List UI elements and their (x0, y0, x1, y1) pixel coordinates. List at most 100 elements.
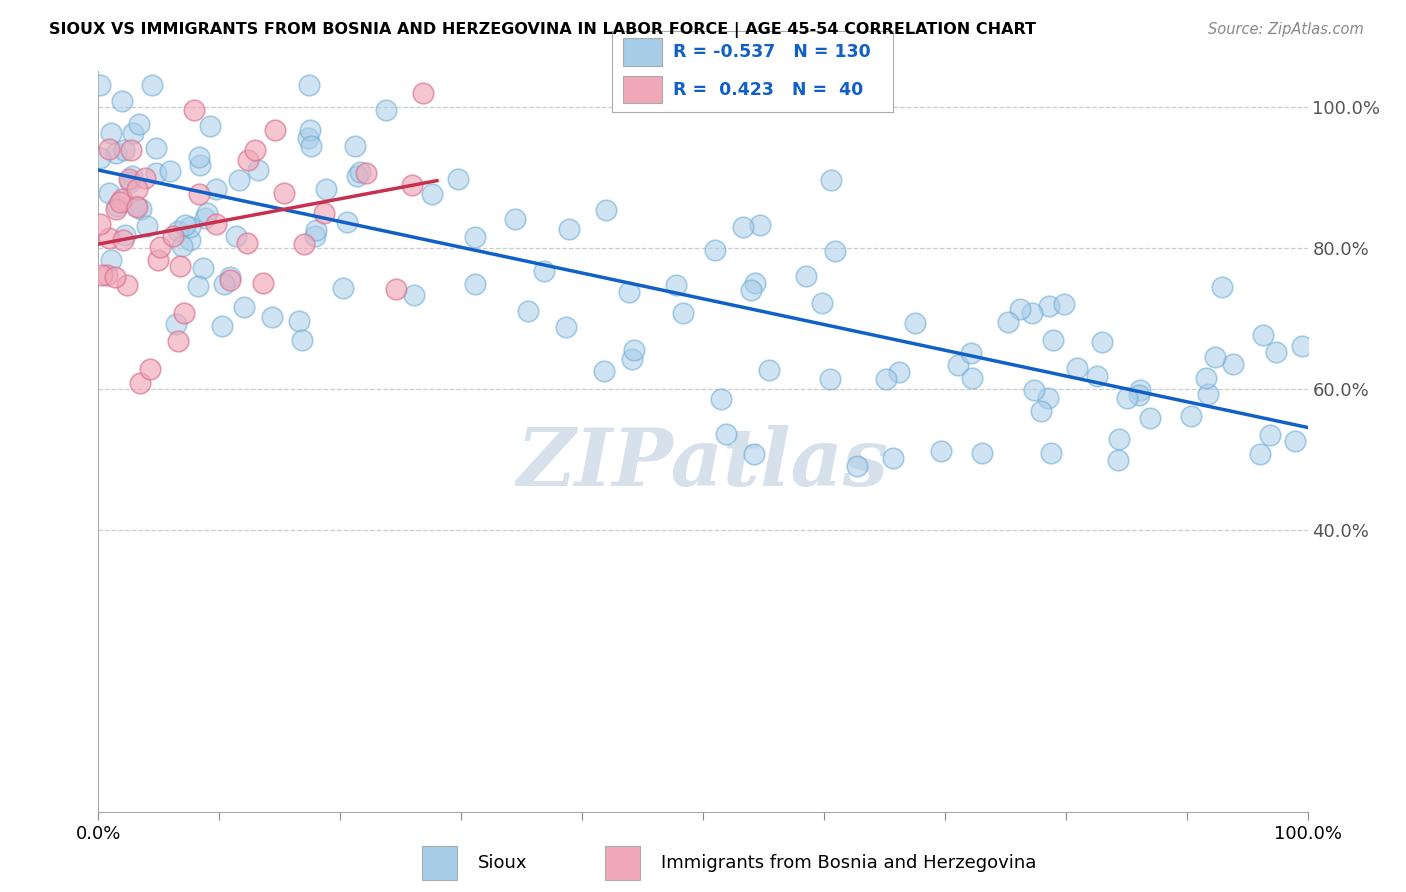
Point (121, 169, 143, 183)
Point (188, 187, 211, 202)
Text: R = -0.537   N = 130: R = -0.537 N = 130 (673, 43, 872, 61)
Point (173, 306, 195, 320)
Point (172, 239, 194, 253)
Point (179, 233, 201, 247)
Point (114, 228, 136, 243)
Point (167, 224, 190, 238)
Point (972, 446, 994, 460)
Point (105, 202, 128, 216)
Point (315, 182, 337, 196)
Point (96, 268, 118, 283)
Point (1139, 411, 1161, 425)
Point (120, 175, 142, 189)
Point (1253, 328, 1275, 343)
Point (336, 215, 359, 229)
Point (134, 171, 156, 186)
Point (108, 194, 131, 209)
Point (297, 130, 319, 145)
Point (959, 346, 981, 360)
Point (1284, 434, 1306, 448)
Point (174, 218, 197, 232)
Point (195, 205, 218, 219)
Point (193, 261, 215, 276)
Point (344, 139, 367, 153)
Point (1197, 386, 1219, 401)
Point (183, 103, 205, 117)
Point (298, 78, 321, 93)
Point (1258, 428, 1281, 442)
Point (314, 206, 336, 220)
Point (1022, 384, 1045, 398)
Point (1249, 447, 1271, 461)
Point (159, 163, 181, 178)
Point (169, 259, 191, 273)
Text: ZIPatlas: ZIPatlas (517, 425, 889, 502)
Point (128, 117, 150, 131)
Point (818, 371, 841, 385)
Point (91, 268, 114, 283)
Point (125, 182, 148, 196)
Point (1108, 433, 1130, 447)
Point (882, 450, 904, 465)
Point (235, 235, 257, 250)
Point (1008, 301, 1031, 316)
Point (232, 300, 254, 314)
Point (194, 211, 217, 226)
Point (1204, 350, 1226, 364)
Point (125, 199, 148, 213)
Point (464, 229, 486, 244)
Point (298, 123, 321, 137)
Point (100, 126, 122, 140)
Point (136, 219, 159, 234)
Point (904, 316, 927, 330)
Point (129, 202, 152, 217)
Point (105, 199, 128, 213)
Point (749, 218, 772, 232)
Point (97, 143, 120, 157)
Point (887, 365, 910, 379)
Point (402, 287, 425, 301)
Point (260, 310, 283, 324)
Point (346, 169, 368, 183)
FancyBboxPatch shape (605, 846, 640, 880)
Point (149, 240, 172, 254)
Point (929, 444, 952, 458)
Point (104, 270, 127, 285)
Point (1180, 409, 1202, 424)
Point (714, 427, 737, 442)
Text: R =  0.423   N =  40: R = 0.423 N = 40 (673, 81, 863, 99)
Point (1085, 368, 1108, 383)
Point (758, 362, 780, 376)
Point (204, 182, 226, 196)
Point (794, 268, 817, 283)
Point (1107, 453, 1129, 467)
Point (118, 172, 141, 186)
Point (211, 318, 233, 333)
Point (247, 163, 270, 178)
Point (731, 219, 754, 234)
Point (1291, 338, 1313, 352)
Point (120, 143, 142, 157)
Point (623, 343, 645, 358)
Point (139, 362, 162, 376)
Point (1066, 361, 1088, 376)
Point (145, 166, 167, 180)
Point (332, 281, 354, 295)
Point (264, 122, 287, 136)
Point (516, 303, 538, 318)
Point (1222, 357, 1244, 371)
Point (165, 318, 187, 332)
Point (1036, 391, 1059, 405)
Point (422, 187, 444, 202)
Point (824, 244, 846, 258)
Point (162, 228, 184, 243)
Point (299, 139, 322, 153)
Point (503, 212, 526, 227)
Point (145, 141, 167, 155)
Point (252, 276, 274, 290)
Point (354, 166, 377, 180)
Point (962, 371, 984, 385)
Point (375, 103, 398, 118)
Point (1265, 345, 1288, 359)
Point (558, 222, 581, 236)
